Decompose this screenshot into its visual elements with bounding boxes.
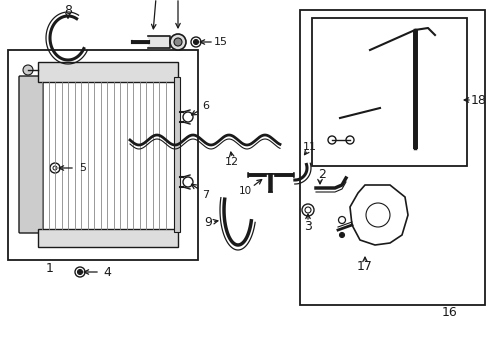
Text: 16: 16 [441,306,457,319]
Text: 15: 15 [214,37,227,47]
Bar [299,10,484,305]
Text: 11: 11 [303,142,316,152]
Text: 8: 8 [64,4,72,18]
Circle shape [23,65,33,75]
Bar [311,18,466,166]
Text: 3: 3 [304,220,311,233]
Bar [8,50,198,260]
Text: 2: 2 [317,167,325,180]
Circle shape [339,233,344,238]
Circle shape [174,38,182,46]
Bar [174,77,180,232]
FancyBboxPatch shape [19,76,43,233]
Text: 5: 5 [80,163,86,173]
Circle shape [170,34,185,50]
Circle shape [193,40,198,45]
Text: 10: 10 [238,186,251,196]
Text: 6: 6 [202,101,209,111]
Text: 1: 1 [46,261,54,274]
Text: 17: 17 [356,261,372,274]
Text: 12: 12 [224,157,239,167]
Polygon shape [148,36,170,48]
Text: 4: 4 [103,266,111,279]
Text: 7: 7 [202,190,209,200]
Bar [38,62,178,82]
Circle shape [77,270,82,274]
Bar [38,229,178,247]
Text: 9: 9 [203,216,211,229]
Text: 18: 18 [470,94,486,107]
